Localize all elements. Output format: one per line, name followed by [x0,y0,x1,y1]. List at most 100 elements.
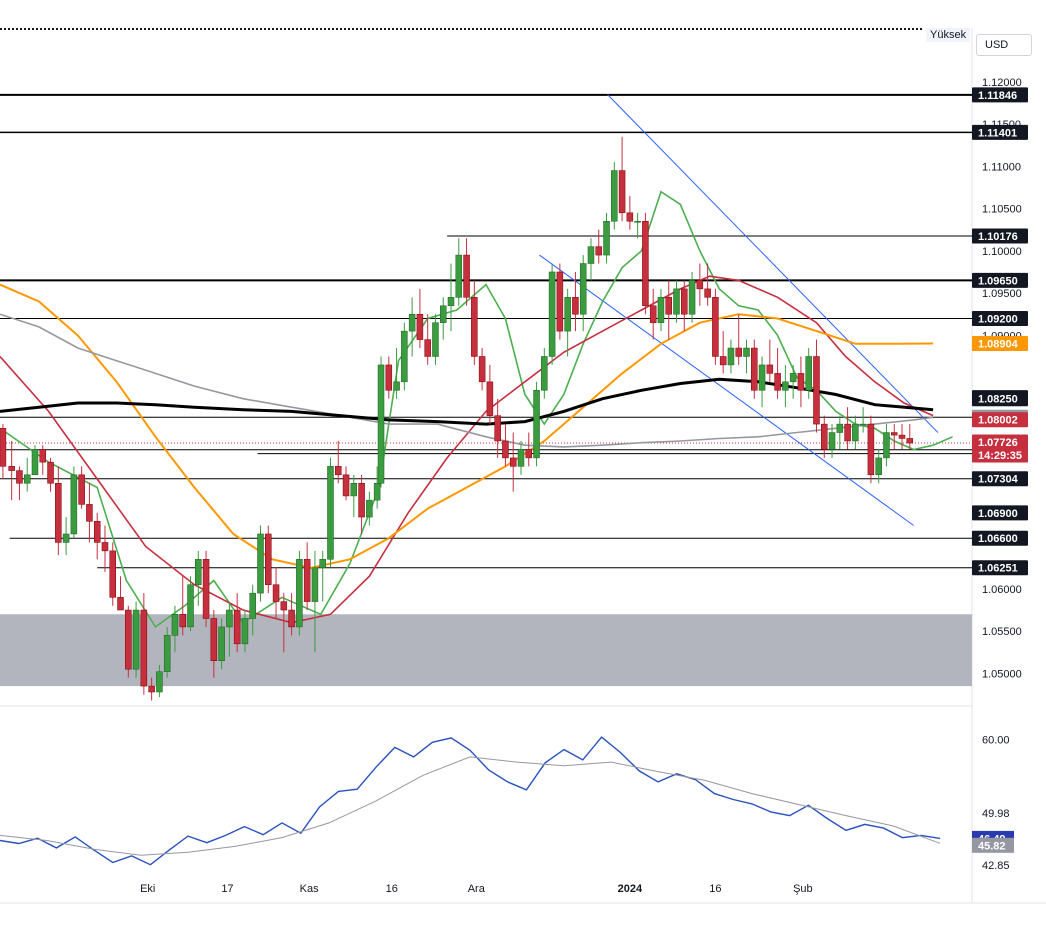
rsi-tick-label: 49.98 [982,808,1010,820]
candle-body [195,559,202,585]
candle-body [187,584,194,628]
candle-body [416,313,424,340]
rsi-line [0,756,941,856]
candle-body [132,609,140,670]
rsi-tick-label: 42.85 [982,860,1010,872]
price-tick-label: 1.09500 [982,288,1022,300]
level-price-label-bg [972,310,1028,326]
candle-body [556,271,564,332]
time-tick-label: 16 [709,883,721,895]
candle-body [335,466,342,476]
candle-body [649,305,657,323]
candle-body [743,347,750,357]
level-price-label: 1.10176 [978,231,1018,243]
candle-body [502,440,509,459]
rsi-line [0,736,941,866]
candle-body [494,415,501,442]
level-price-label: 1.11401 [978,127,1017,139]
candle-body [611,170,618,222]
time-axis[interactable]: Eki 17 Kas 16 Ara 2024 16 Şub [140,883,813,895]
level-price-label-bg [972,391,1028,407]
horizontal-levels [0,93,972,569]
level-price-label-bg [972,530,1028,546]
candle-body [358,483,365,518]
candle-body [735,347,742,357]
candle-body [393,381,400,391]
candle-body [774,373,781,391]
ma-line-ma-black [0,377,934,426]
level-price-label: 1.07304 [978,474,1019,486]
candle-body [55,483,62,543]
currency-button[interactable]: USD [976,34,1032,56]
candle-body [603,221,610,256]
candle-body [140,609,148,687]
candle-body [432,322,439,357]
candle-body [719,356,727,366]
candle-body [47,461,54,484]
candle-body [751,347,758,391]
candle-body [805,356,812,391]
candle-body [101,542,109,552]
candle-body [634,221,641,223]
candle-body [202,559,210,619]
channel-lines [539,94,939,526]
candle-body [618,170,626,214]
chart-gridlines [0,28,1046,904]
candle-body [681,288,688,315]
candle-body [93,521,101,543]
last-price-label: 1.07726 [978,437,1018,449]
level-price-label-bg [972,124,1028,140]
candle-body [797,373,805,391]
candle-body [859,423,867,426]
candle-body [342,474,350,497]
candle-body [486,381,494,416]
candle-body [408,313,416,332]
candle-body [424,339,431,357]
candle-body [883,432,890,459]
moving-averages [0,190,953,629]
candle-body [541,356,548,391]
candle-body [16,470,23,484]
candle-body [898,434,906,439]
candlesticks [0,136,914,701]
candle-body [233,609,241,645]
level-price-label: 1.09650 [978,275,1018,287]
candle-body [86,504,93,522]
time-tick-label: Eki [140,883,155,895]
candle-body [704,288,711,298]
candle-body [156,671,163,693]
price-axis[interactable]: 1.120001.115001.110001.105001.100001.095… [982,77,1022,681]
candle-body [813,356,820,425]
time-tick-label: Kas [300,883,319,895]
price-tick-label: 1.12000 [982,77,1022,89]
candle-body [572,297,579,315]
candle-body [906,438,914,444]
candle-body [163,635,171,672]
candle-body [226,609,233,628]
top-dotted-border [0,28,922,30]
candle-body [665,297,672,315]
candle-body [890,432,898,436]
candle-body [327,466,334,560]
price-tick-label: 1.05000 [982,668,1022,680]
candle-body [587,246,595,264]
price-tick-label: 1.06000 [982,584,1022,596]
candle-body [377,364,385,484]
ma-value-label: 1.08002 [978,415,1018,427]
candle-body [179,614,186,628]
candle-body [265,533,272,585]
candle-body [280,601,288,611]
candle-body [385,364,393,391]
candle-body [766,364,774,374]
candle-body [844,423,851,442]
candle-body [875,457,882,476]
candle-body [828,432,836,450]
scale-mode-label[interactable]: Yüksek [926,28,971,42]
level-price-label: 1.09200 [978,313,1018,325]
candle-body [867,423,875,476]
rsi-tick-label: 60.00 [982,734,1010,746]
candle-body [471,297,478,357]
level-price-label-bg [972,505,1028,521]
